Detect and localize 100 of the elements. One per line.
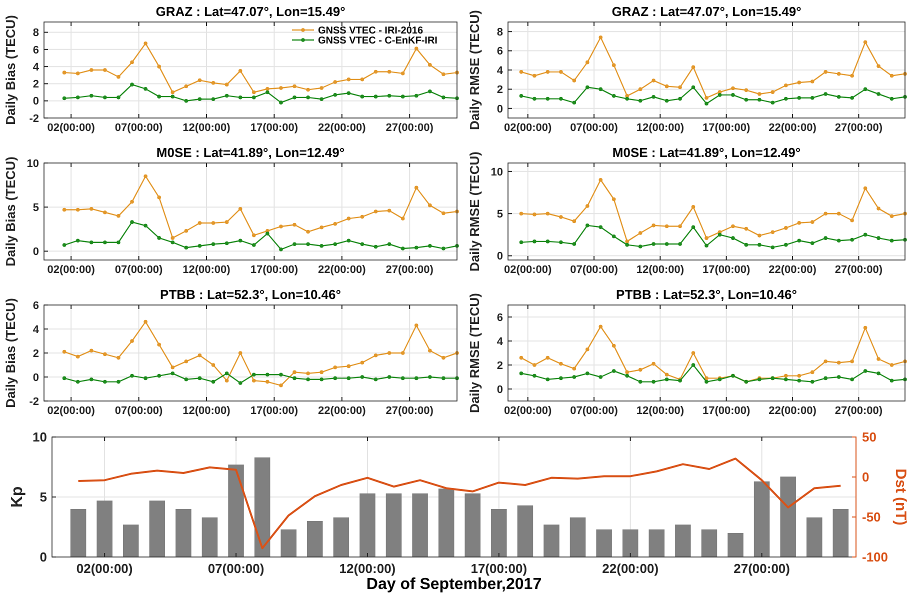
point: [586, 372, 590, 376]
y-axis-title: Daily RMSE (TECU): [467, 10, 482, 130]
x-tick-label: 02(00:00): [504, 264, 552, 276]
x-tick-label: 22(00:00): [768, 405, 817, 417]
point: [598, 324, 603, 328]
point: [652, 242, 656, 246]
bar: [70, 509, 86, 557]
point: [400, 216, 405, 220]
point: [559, 96, 563, 101]
point: [586, 60, 590, 64]
x-tick-label: 17(00:00): [250, 122, 298, 134]
point: [360, 242, 364, 246]
point: [559, 376, 563, 380]
point: [442, 376, 446, 380]
point: [103, 240, 107, 244]
point: [170, 372, 175, 376]
bar: [149, 500, 166, 557]
bar: [780, 476, 796, 557]
point: [116, 356, 120, 360]
point: [652, 380, 656, 384]
point: [184, 98, 188, 103]
point: [890, 363, 894, 367]
point: [810, 220, 814, 224]
point: [414, 94, 418, 98]
point: [333, 80, 338, 84]
point: [346, 238, 351, 242]
point: [810, 370, 814, 374]
x-tick-label: 27(00:00): [834, 264, 883, 276]
point: [266, 372, 270, 376]
point: [238, 351, 242, 355]
point: [306, 230, 310, 234]
point: [704, 376, 708, 380]
x-tick-label: 27(00:00): [386, 122, 434, 134]
point: [414, 376, 418, 380]
point: [863, 369, 868, 373]
point: [292, 370, 296, 374]
point: [320, 378, 324, 382]
point: [612, 63, 616, 68]
bar: [438, 488, 454, 557]
line-series: [77, 458, 842, 550]
point: [320, 86, 324, 90]
point: [625, 374, 629, 378]
point: [387, 70, 392, 74]
point: [731, 224, 735, 228]
y-tick-label: -2: [29, 112, 39, 125]
point: [238, 68, 242, 73]
point: [279, 224, 283, 228]
point: [519, 70, 524, 74]
point: [320, 225, 324, 230]
point: [863, 40, 868, 44]
point: [76, 380, 80, 384]
point: [652, 224, 656, 228]
point: [559, 240, 563, 244]
x-tick-label: 12(00:00): [636, 264, 684, 276]
point: [664, 378, 669, 382]
point: [758, 92, 762, 96]
bar: [622, 529, 638, 557]
x-tick-label: 07(00:00): [208, 561, 264, 576]
point: [664, 224, 669, 228]
point: [824, 212, 828, 216]
point: [198, 221, 202, 225]
point: [306, 96, 310, 100]
point: [876, 92, 880, 96]
point: [144, 320, 148, 324]
x-tick-label: 27(00:00): [834, 405, 883, 417]
point: [252, 233, 256, 238]
point: [400, 246, 405, 250]
point: [731, 86, 735, 90]
point: [586, 85, 590, 90]
x-tick-label: 02(00:00): [47, 264, 96, 276]
point: [863, 87, 868, 92]
y-tick-label: 2: [496, 84, 503, 96]
x-tick-label: 07(00:00): [114, 264, 163, 276]
y-tick-label: 6: [496, 46, 503, 58]
point: [559, 362, 563, 366]
point: [238, 238, 242, 242]
point: [758, 234, 762, 238]
point: [62, 376, 66, 380]
point: [76, 238, 80, 242]
point: [224, 220, 229, 224]
point: [836, 238, 841, 242]
point: [850, 238, 854, 242]
point: [691, 65, 696, 70]
x-tick-label: 27(00:00): [386, 264, 434, 276]
point: [252, 372, 256, 376]
point: [691, 85, 696, 90]
y-axis-title: Daily RMSE (TECU): [467, 152, 482, 272]
point: [797, 374, 802, 378]
point: [76, 208, 80, 212]
legend-label: GNSS VTEC - C-EnKF-IRI: [318, 36, 438, 46]
point: [116, 240, 120, 244]
bar: [307, 521, 323, 557]
point: [130, 200, 134, 204]
point: [770, 90, 775, 94]
point: [731, 93, 735, 97]
point: [89, 348, 94, 352]
point: [546, 70, 550, 74]
y-tick-label: 8: [32, 27, 39, 40]
point: [442, 246, 446, 250]
point: [292, 376, 296, 380]
